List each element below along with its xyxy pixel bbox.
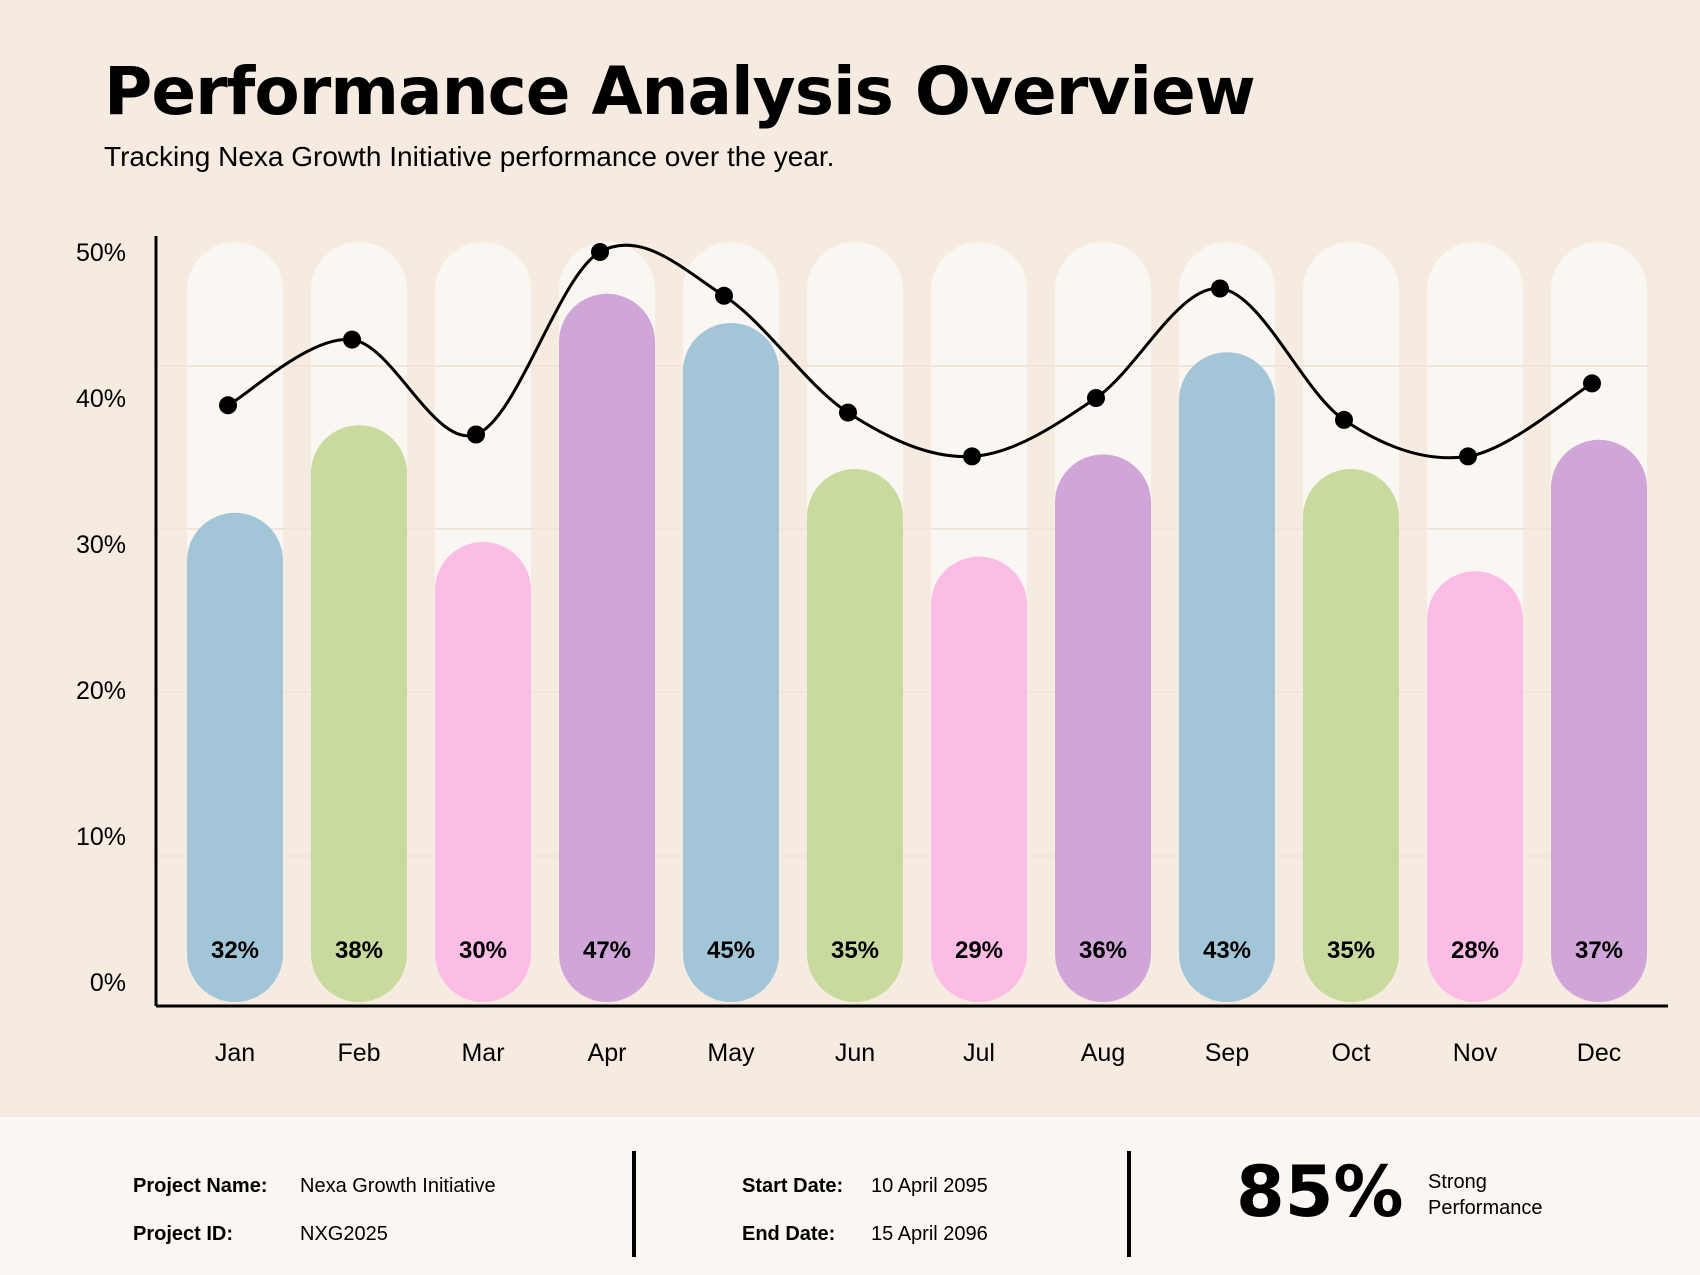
trend-point-feb	[343, 330, 361, 349]
trend-point-sep	[1211, 279, 1229, 298]
bar-value-label: 29%	[955, 937, 1003, 964]
bar-value-label: 43%	[1203, 937, 1251, 964]
y-tick-label: 50%	[76, 239, 126, 267]
start-date-label: Start Date:	[742, 1175, 844, 1197]
trend-point-apr	[591, 243, 609, 261]
trend-point-jul	[963, 447, 981, 466]
bar-value-label: 36%	[1079, 937, 1127, 964]
project-name-label: Project Name:	[133, 1175, 268, 1197]
x-tick-label: Nov	[1453, 1039, 1498, 1067]
trend-point-nov	[1459, 447, 1477, 466]
x-tick-label: Apr	[588, 1039, 627, 1067]
bar-jan	[187, 512, 283, 1002]
performance-score-label: Strong Performance	[1428, 1171, 1543, 1219]
bar-value-label: 32%	[211, 937, 259, 964]
trend-point-jun	[839, 403, 857, 422]
project-name-value: Nexa Growth Initiative	[300, 1175, 496, 1197]
x-tick-label: Jul	[963, 1039, 995, 1067]
trend-point-may	[715, 286, 733, 305]
bar-mar	[435, 542, 531, 1002]
y-tick-label: 40%	[76, 385, 126, 413]
trend-point-mar	[467, 425, 485, 444]
y-tick-label: 20%	[76, 677, 126, 705]
bar-value-label: 37%	[1575, 937, 1623, 964]
y-tick-label: 10%	[76, 823, 126, 851]
bar-jul	[931, 556, 1027, 1002]
x-tick-label: Oct	[1332, 1039, 1371, 1067]
bar-nov	[1427, 571, 1523, 1002]
start-date-value: 10 April 2095	[871, 1175, 988, 1197]
performance-chart: 0% 10% 20% 30% 40% 50% Jan Feb Mar Apr May Jun Jul A…	[76, 236, 1668, 1067]
bar-sep	[1179, 352, 1275, 1002]
bar-jun	[807, 469, 903, 1002]
x-tick-label: Aug	[1081, 1039, 1125, 1067]
footer-divider	[1127, 1151, 1131, 1257]
project-id-label: Project ID:	[133, 1223, 234, 1245]
bar-value-label: 47%	[583, 937, 631, 964]
project-id-value: NXG2025	[300, 1223, 388, 1245]
end-date-value: 15 April 2096	[871, 1223, 988, 1245]
bar-aug	[1055, 454, 1151, 1002]
bar-apr	[559, 293, 655, 1002]
y-tick-label: 0%	[90, 969, 126, 997]
bar-dec	[1551, 439, 1647, 1002]
page-title: Performance Analysis Overview	[104, 53, 1256, 130]
page-subtitle: Tracking Nexa Growth Initiative performa…	[104, 141, 835, 172]
trend-point-aug	[1087, 389, 1105, 407]
bar-oct	[1303, 469, 1399, 1002]
bar-value-label: 45%	[707, 937, 755, 964]
project-info-footer: Project Name: Nexa Growth Initiative Pro…	[0, 1117, 1700, 1275]
y-tick-label: 30%	[76, 531, 126, 559]
x-tick-label: Mar	[461, 1039, 504, 1067]
bar-value-label: 35%	[1327, 937, 1375, 964]
bar-value-label: 35%	[831, 937, 879, 964]
trend-point-jan	[219, 396, 237, 415]
performance-score: 85%	[1236, 1151, 1404, 1233]
x-tick-label: Feb	[337, 1039, 380, 1067]
footer-divider	[632, 1151, 636, 1257]
x-tick-label: Jan	[215, 1039, 255, 1067]
bar-value-label: 28%	[1451, 937, 1499, 964]
x-tick-label: Jun	[835, 1039, 875, 1067]
x-tick-label: Sep	[1205, 1039, 1249, 1067]
x-tick-label: May	[707, 1039, 755, 1067]
bar-feb	[311, 425, 407, 1002]
bar-value-label: 38%	[335, 937, 383, 964]
trend-point-oct	[1335, 410, 1353, 429]
bar-may	[683, 323, 779, 1002]
trend-point-dec	[1583, 374, 1601, 393]
bar-value-label: 30%	[459, 937, 507, 964]
end-date-label: End Date:	[742, 1223, 836, 1245]
x-tick-label: Dec	[1577, 1039, 1621, 1067]
